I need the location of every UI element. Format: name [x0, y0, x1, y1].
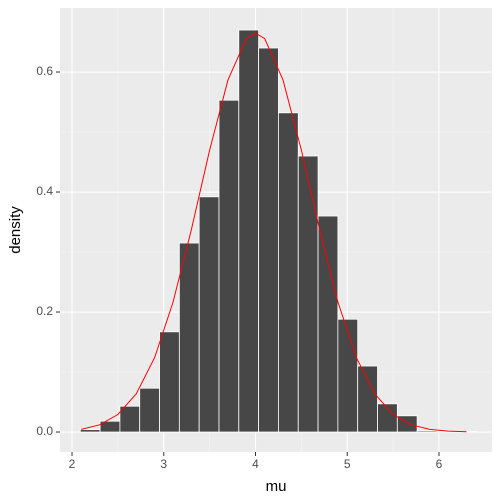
bar: [79, 429, 101, 433]
x-tick-label: 2: [69, 457, 76, 471]
x-tick-label: 5: [344, 457, 351, 471]
bar: [357, 365, 378, 433]
bar: [337, 318, 359, 433]
density-curve: [81, 32, 467, 433]
bar: [218, 99, 240, 433]
x-axis-title: mu: [266, 478, 287, 495]
x-tick-label: 6: [436, 457, 443, 471]
y-tick-label: 0.4: [36, 184, 53, 198]
y-axis-title: density: [7, 206, 24, 254]
bar: [258, 47, 279, 433]
bar: [139, 387, 160, 433]
bar: [178, 242, 200, 433]
x-tick-label: 4: [252, 457, 259, 471]
bar: [317, 215, 339, 433]
y-tick-label: 0.6: [36, 64, 53, 78]
y-tick-label: 0.0: [36, 424, 53, 438]
bar: [159, 331, 180, 433]
bar: [416, 430, 438, 433]
y-tick-label: 0.2: [36, 304, 53, 318]
bar: [238, 29, 260, 433]
bar: [198, 196, 220, 433]
bar: [119, 405, 141, 433]
bar: [297, 155, 319, 433]
bar: [278, 112, 299, 433]
x-tick-label: 3: [160, 457, 167, 471]
